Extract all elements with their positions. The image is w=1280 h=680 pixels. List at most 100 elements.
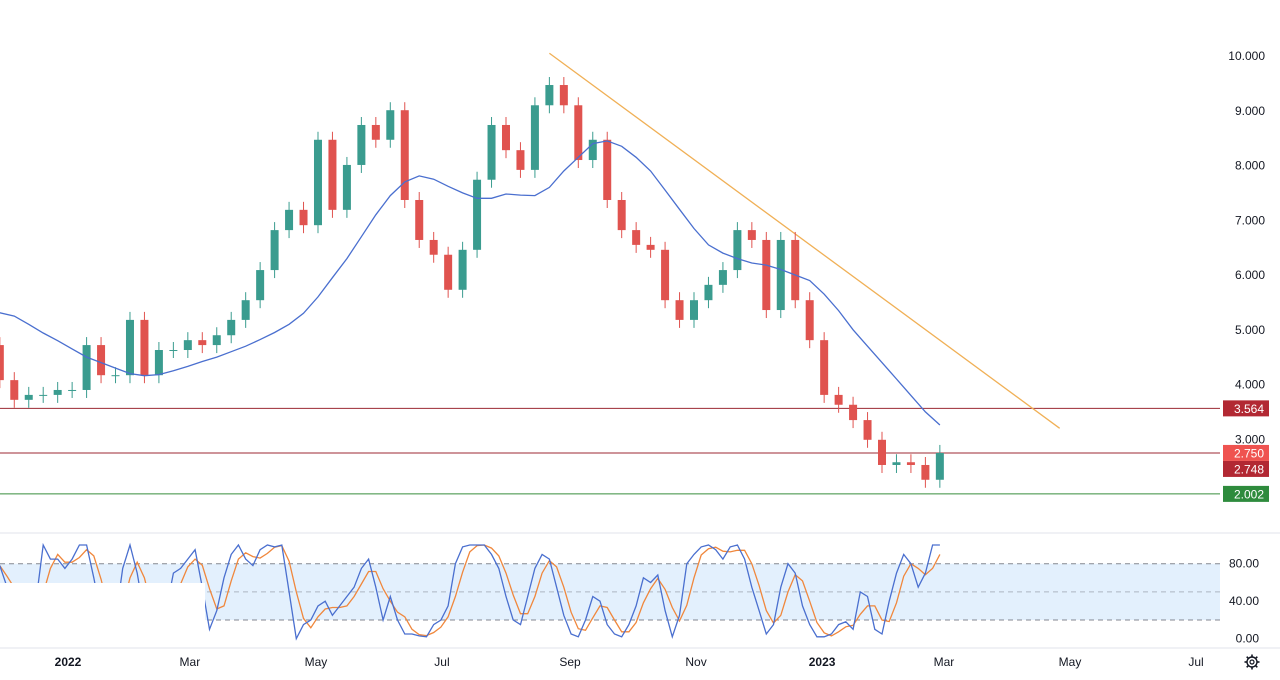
candle-body <box>487 124 496 180</box>
candle-body <box>241 300 250 320</box>
candle <box>892 454 901 473</box>
candle <box>501 116 510 159</box>
candle-body <box>646 244 655 250</box>
candle <box>0 337 4 389</box>
candle-body <box>371 124 380 140</box>
candle-body <box>270 230 279 271</box>
candle <box>747 222 756 248</box>
candle-body <box>617 199 626 231</box>
candle <box>820 332 829 403</box>
candle-body <box>501 124 510 151</box>
candle <box>516 142 525 178</box>
candle-body <box>313 139 322 226</box>
price-tick-label: 4.000 <box>1235 378 1265 392</box>
candle <box>762 231 771 319</box>
candle <box>415 191 424 248</box>
candle <box>299 201 308 234</box>
candle <box>834 386 843 413</box>
candle-body <box>733 230 742 271</box>
candle-body <box>400 110 409 200</box>
candle-body <box>661 249 670 301</box>
stochastic-axis[interactable]: 80.00 40.00 0.00 <box>1229 557 1259 646</box>
candle <box>849 396 858 429</box>
candle-body <box>675 300 684 320</box>
candle-body <box>791 239 800 301</box>
price-axis[interactable]: 10.000 9.000 8.000 7.000 6.000 5.000 4.000 3.00… <box>1223 49 1269 502</box>
candle <box>10 372 19 408</box>
candle <box>97 337 106 384</box>
candle <box>183 332 192 359</box>
price-line-label-2.002: 2.002 <box>1234 487 1264 501</box>
price-line-label-2.002-bg <box>1223 485 1269 502</box>
candle <box>140 311 149 384</box>
candle <box>82 337 91 398</box>
candle <box>733 222 742 279</box>
candle-body <box>140 319 149 376</box>
gear-icon[interactable] <box>1244 654 1260 670</box>
trendline <box>548 52 1061 429</box>
candle <box>198 332 207 354</box>
candle-body <box>878 439 887 465</box>
candle <box>227 311 236 344</box>
candle-body <box>935 452 944 480</box>
candle-body <box>473 179 482 250</box>
candle <box>588 131 597 169</box>
candle-body <box>921 464 930 480</box>
time-tick-label: May <box>1059 655 1082 669</box>
candle-body <box>588 139 597 161</box>
candle <box>328 131 337 218</box>
candle <box>357 116 366 173</box>
time-axis[interactable]: 2022 Mar May Jul Sep Nov 2023 Mar May Jul <box>55 655 1204 669</box>
candle-body <box>198 340 207 346</box>
candle-body <box>762 239 771 311</box>
candle-body <box>429 239 438 255</box>
price-tick-label: 5.000 <box>1235 323 1265 337</box>
candle <box>39 386 48 403</box>
candle-body <box>227 319 236 336</box>
candle <box>603 131 612 208</box>
candle-body <box>776 239 785 311</box>
candle-body <box>559 85 568 106</box>
candle <box>444 246 453 298</box>
candle <box>169 342 178 359</box>
candle <box>906 454 915 473</box>
candle <box>632 222 641 253</box>
candle-body <box>154 350 163 376</box>
price-line-label-2.748-bg <box>1223 460 1269 477</box>
candle-body <box>328 139 337 210</box>
candle-body <box>689 300 698 320</box>
candle-body <box>892 462 901 465</box>
price-tick-label: 6.000 <box>1235 268 1265 282</box>
price-tick-label: 8.000 <box>1235 159 1265 173</box>
candle-body <box>39 394 48 396</box>
candle <box>386 102 395 148</box>
candle-body <box>820 340 829 395</box>
candle <box>675 292 684 328</box>
price-line-label-3.564-bg <box>1223 400 1269 417</box>
candle-body <box>10 380 19 400</box>
candle <box>921 456 930 488</box>
candle <box>935 444 944 488</box>
candle-body <box>256 270 265 301</box>
candle-body <box>82 345 91 390</box>
stochastic-occluder <box>0 583 205 640</box>
candle-body <box>632 230 641 245</box>
candle <box>68 381 77 398</box>
stochastic-tick-label: 0.00 <box>1236 632 1260 646</box>
candle-body <box>444 254 453 290</box>
candle-body <box>125 319 134 376</box>
price-line-label-3.564: 3.564 <box>1234 402 1264 416</box>
candle <box>313 131 322 234</box>
candle <box>270 222 279 279</box>
candle-body <box>516 150 525 170</box>
candle-body <box>458 249 467 290</box>
candle <box>371 116 380 148</box>
last-price-label: 2.750 <box>1234 446 1264 460</box>
time-tick-label: Jul <box>434 655 449 669</box>
stochastic-tick-label: 80.00 <box>1229 557 1259 571</box>
candle-body <box>24 394 33 400</box>
candle-body <box>299 209 308 226</box>
candle <box>559 77 568 114</box>
time-tick-label: Nov <box>685 655 706 669</box>
